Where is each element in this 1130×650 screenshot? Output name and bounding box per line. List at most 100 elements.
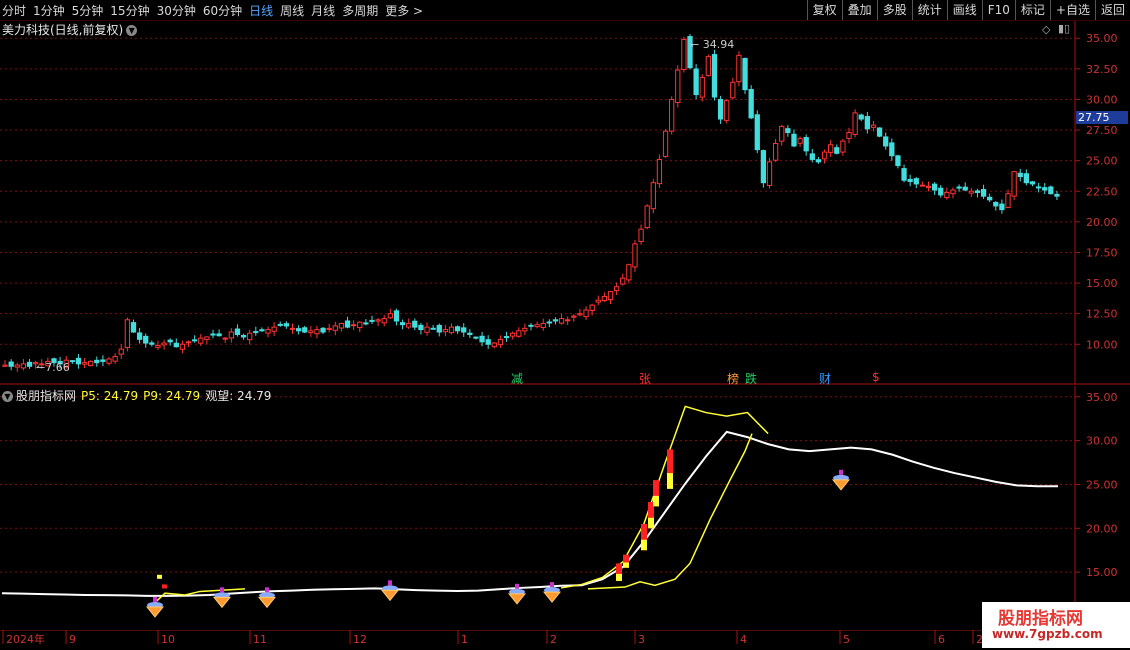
action-button-2[interactable]: 多股 xyxy=(876,0,912,20)
candle-body xyxy=(669,98,675,132)
event-drop-marker[interactable]: 跌 xyxy=(745,372,758,386)
candle-body xyxy=(265,329,271,334)
period-tab-5[interactable]: 60分钟 xyxy=(202,3,243,18)
event-limit-up-marker[interactable]: 张 xyxy=(639,372,652,386)
candle-body xyxy=(809,153,815,160)
watermark-logo: 股朋指标网 www.7gpzb.com xyxy=(982,602,1130,648)
candle-body xyxy=(925,185,932,189)
candle-body xyxy=(130,322,137,333)
action-button-4[interactable]: 画线 xyxy=(946,0,982,20)
candle-body xyxy=(522,327,528,332)
candle-body xyxy=(399,322,406,326)
period-tab-3[interactable]: 15分钟 xyxy=(110,3,150,18)
candle-body xyxy=(136,332,143,340)
action-button-5[interactable]: F10 xyxy=(981,0,1015,20)
action-button-1[interactable]: 叠加 xyxy=(841,0,877,20)
period-tab-10[interactable]: 更多 > xyxy=(385,3,424,18)
candle-body xyxy=(607,291,614,301)
signal-stem xyxy=(839,469,843,475)
period-tab-8[interactable]: 月线 xyxy=(311,3,336,18)
date-axis: 2024年910111212345620 xyxy=(0,630,1130,646)
candle-body xyxy=(907,178,913,182)
action-button-6[interactable]: 标记 xyxy=(1014,0,1050,20)
indicator-chart[interactable]: 35.00 30.00 25.00 20.00 15.00 xyxy=(0,386,1130,630)
candle-body xyxy=(149,342,155,345)
signal-cap xyxy=(259,592,275,599)
candle-body xyxy=(558,318,565,324)
candle-body xyxy=(228,331,234,339)
candle-body xyxy=(638,228,644,243)
candle-body xyxy=(344,320,351,328)
candle-body xyxy=(210,333,216,336)
candle-body xyxy=(485,339,491,345)
action-button-8[interactable]: 返回 xyxy=(1094,0,1130,20)
price-tick-label: 30.00 xyxy=(1086,93,1118,106)
price-chart[interactable]: 35.00 32.50 30.00 27.50 25.00 22.50 20.00 17.50… xyxy=(0,21,1130,385)
event-finance-marker[interactable]: 财 xyxy=(819,372,832,386)
candle-body xyxy=(528,324,534,327)
candle-body xyxy=(1023,173,1030,184)
period-tab-4[interactable]: 30分钟 xyxy=(156,3,196,18)
period-tab-1[interactable]: 1分钟 xyxy=(33,3,65,18)
candle-body xyxy=(497,338,504,346)
candle-body xyxy=(864,116,870,130)
period-tab-0[interactable]: 分时 xyxy=(2,3,27,18)
action-button-0[interactable]: 复权 xyxy=(806,0,842,20)
diamond-icon[interactable]: ◇ xyxy=(1042,23,1051,36)
candle-body xyxy=(644,205,650,229)
candle-body xyxy=(448,326,455,334)
candle-body xyxy=(106,358,112,364)
scrollbar-icon[interactable]: ▮▯ xyxy=(1058,22,1071,35)
title-dropdown-icon[interactable]: ▼ xyxy=(126,25,138,36)
candle-body xyxy=(968,190,974,194)
candle-body xyxy=(577,313,583,316)
candle-body xyxy=(259,329,265,332)
candle-body xyxy=(681,38,687,70)
action-button-3[interactable]: 统计 xyxy=(911,0,947,20)
current-price-tag: 27.75 xyxy=(1076,111,1128,124)
candle-body xyxy=(803,137,809,152)
spinning-top-icon xyxy=(507,593,527,605)
candle-body xyxy=(155,345,161,348)
candle-body xyxy=(247,332,253,341)
buy-signal-bar xyxy=(648,502,654,529)
event-reduce-marker[interactable]: 减 xyxy=(511,372,524,386)
candle-body xyxy=(57,360,63,365)
candle-body xyxy=(473,336,479,339)
candle-body xyxy=(1042,187,1048,191)
candle-body xyxy=(143,335,149,344)
low-price-label: ↼7.66 xyxy=(36,361,70,374)
candle-body xyxy=(650,182,656,210)
indicator-title[interactable]: ▼ 股朋指标网 P5: 24.79 P9: 24.79 观望: 24.79 xyxy=(2,387,271,404)
period-tab-2[interactable]: 5分钟 xyxy=(71,3,104,18)
candle-body xyxy=(687,36,693,69)
signal-tick xyxy=(162,584,167,589)
action-button-7[interactable]: +自选 xyxy=(1049,0,1095,20)
candle-body xyxy=(901,168,907,181)
date-tick-label: 2024年 xyxy=(6,632,45,646)
candle-body xyxy=(589,304,595,311)
period-tab-7[interactable]: 周线 xyxy=(280,3,305,18)
period-tab-9[interactable]: 多周期 xyxy=(342,3,379,18)
candle-body xyxy=(412,320,418,328)
indicator-dropdown-icon[interactable]: ▼ xyxy=(2,391,13,402)
date-tick-label: 10 xyxy=(161,633,175,646)
candle-body xyxy=(736,54,742,83)
candle-body xyxy=(240,334,247,338)
candle-body xyxy=(540,322,546,329)
date-tick-label: 4 xyxy=(740,633,747,646)
date-tick-label: 2 xyxy=(550,633,557,646)
date-tick-label: 11 xyxy=(253,633,267,646)
candle-body xyxy=(724,100,730,121)
event-dividend-marker[interactable]: $ xyxy=(872,370,880,384)
candle-body xyxy=(32,362,39,365)
candle-body xyxy=(308,330,314,334)
buy-signal-bar-yellow xyxy=(653,495,659,507)
stock-title[interactable]: 美力科技(日线,前复权) ▼ xyxy=(2,21,138,38)
candle-body xyxy=(717,99,724,120)
candle-body xyxy=(45,360,51,367)
candle-body xyxy=(173,342,179,348)
candle-body xyxy=(1017,172,1023,178)
period-tab-6[interactable]: 日线 xyxy=(249,3,274,18)
event-list-marker[interactable]: 榜 xyxy=(727,372,740,386)
